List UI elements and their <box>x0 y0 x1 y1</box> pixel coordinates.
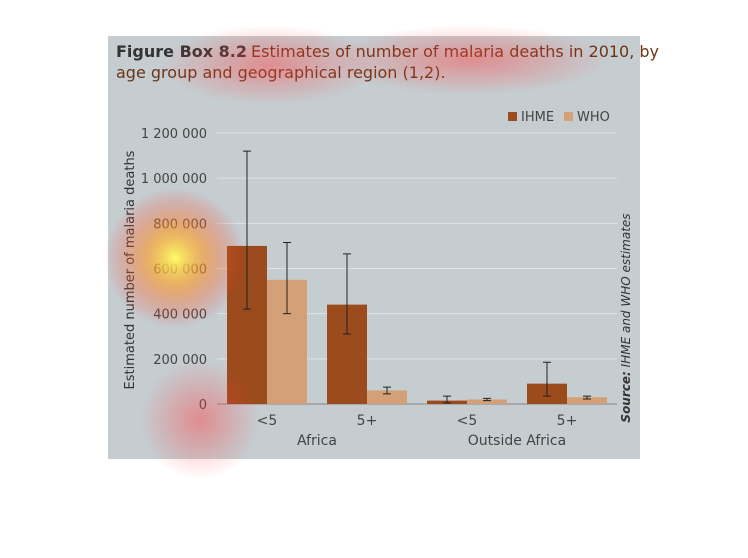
bar <box>367 390 407 404</box>
bar <box>567 397 607 404</box>
error-bar <box>343 253 351 335</box>
heat-spot <box>330 25 610 95</box>
error-bar <box>583 395 591 400</box>
legend-label: IHME <box>521 110 554 125</box>
error-bar <box>543 361 551 397</box>
y-tick-label: 1 000 000 <box>141 172 207 187</box>
x-tick-label: 5+ <box>357 413 378 429</box>
error-bar <box>243 150 251 310</box>
source-label: Source: <box>619 371 633 422</box>
x-tick-label: 5+ <box>557 413 578 429</box>
heatmap-overlay <box>105 25 610 480</box>
x-tick-label: <5 <box>257 413 278 429</box>
legend-label: WHO <box>577 110 610 125</box>
bar <box>467 399 507 404</box>
error-bar <box>443 395 451 404</box>
error-bar <box>483 397 491 402</box>
error-bar <box>283 242 291 315</box>
group-label: Outside Africa <box>468 433 566 449</box>
group-label: Africa <box>297 433 337 449</box>
legend-swatch <box>508 112 517 121</box>
source-text: IHME and WHO estimates <box>619 213 633 367</box>
source-note: Source: IHME and WHO estimates <box>619 213 633 422</box>
heat-spot <box>140 360 260 480</box>
legend-swatch <box>564 112 573 121</box>
heat-spot <box>105 188 245 328</box>
x-tick-label: <5 <box>457 413 478 429</box>
heat-spot <box>160 25 380 105</box>
error-bar <box>383 386 391 395</box>
y-tick-label: 1 200 000 <box>141 127 207 142</box>
